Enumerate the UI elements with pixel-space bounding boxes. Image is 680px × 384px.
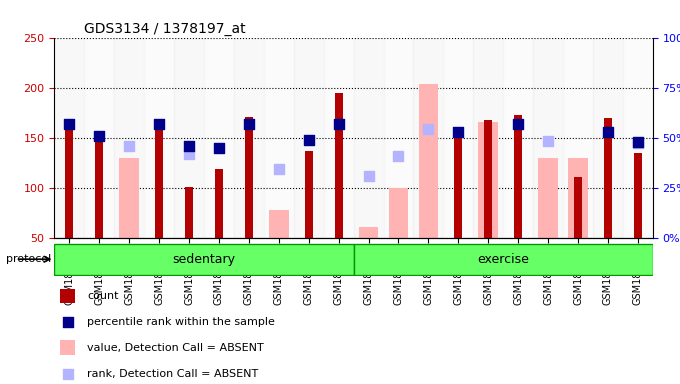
Bar bbox=[245, 117, 253, 238]
Point bbox=[64, 121, 75, 127]
Bar bbox=[95, 139, 103, 238]
Bar bbox=[358, 227, 379, 238]
Bar bbox=[503, 38, 533, 238]
Bar bbox=[269, 210, 289, 238]
Bar bbox=[418, 84, 439, 238]
Point bbox=[363, 173, 374, 179]
Point bbox=[243, 121, 254, 127]
Bar bbox=[155, 128, 163, 238]
Bar bbox=[454, 134, 462, 238]
Bar bbox=[84, 38, 114, 238]
Bar bbox=[144, 38, 174, 238]
FancyBboxPatch shape bbox=[354, 244, 653, 275]
Bar bbox=[443, 38, 473, 238]
Point bbox=[303, 137, 314, 143]
Bar bbox=[204, 38, 234, 238]
Point bbox=[333, 121, 344, 127]
Bar bbox=[568, 158, 588, 238]
Point bbox=[513, 121, 524, 127]
Bar bbox=[234, 38, 264, 238]
Bar bbox=[61, 341, 75, 355]
Point bbox=[184, 151, 194, 157]
Text: sedentary: sedentary bbox=[173, 253, 235, 266]
Point bbox=[124, 143, 135, 149]
Point bbox=[453, 129, 464, 135]
Text: rank, Detection Call = ABSENT: rank, Detection Call = ABSENT bbox=[87, 369, 258, 379]
Bar bbox=[484, 120, 492, 238]
Bar bbox=[264, 38, 294, 238]
Text: count: count bbox=[87, 291, 119, 301]
Point bbox=[543, 138, 554, 144]
Text: value, Detection Call = ABSENT: value, Detection Call = ABSENT bbox=[87, 343, 264, 353]
Bar bbox=[335, 93, 343, 238]
Bar bbox=[593, 38, 623, 238]
Text: percentile rank within the sample: percentile rank within the sample bbox=[87, 317, 275, 327]
Bar bbox=[388, 188, 409, 238]
Bar bbox=[574, 177, 582, 238]
Bar bbox=[114, 38, 144, 238]
Bar bbox=[54, 38, 84, 238]
Point bbox=[632, 139, 643, 145]
Bar bbox=[538, 158, 558, 238]
Point bbox=[423, 126, 434, 132]
Bar bbox=[294, 38, 324, 238]
Point bbox=[94, 133, 105, 139]
Bar bbox=[533, 38, 563, 238]
Bar bbox=[514, 115, 522, 238]
Point bbox=[214, 145, 224, 151]
Text: GDS3134 / 1378197_at: GDS3134 / 1378197_at bbox=[84, 22, 246, 36]
Bar bbox=[185, 187, 193, 238]
Bar bbox=[119, 158, 139, 238]
Point bbox=[393, 153, 404, 159]
Bar bbox=[354, 38, 384, 238]
Bar bbox=[174, 38, 204, 238]
Text: protocol: protocol bbox=[6, 254, 52, 264]
Bar bbox=[623, 38, 653, 238]
Point bbox=[602, 129, 613, 135]
Bar bbox=[384, 38, 413, 238]
Point bbox=[184, 143, 194, 149]
Point bbox=[632, 140, 643, 146]
Bar bbox=[634, 153, 642, 238]
Bar bbox=[324, 38, 354, 238]
Bar bbox=[215, 169, 223, 238]
Bar bbox=[563, 38, 593, 238]
Bar bbox=[604, 118, 612, 238]
Bar bbox=[473, 38, 503, 238]
Point bbox=[273, 166, 284, 172]
Bar bbox=[413, 38, 443, 238]
Text: exercise: exercise bbox=[477, 253, 529, 266]
Bar bbox=[305, 151, 313, 238]
Point bbox=[468, 235, 479, 241]
Bar bbox=[65, 125, 73, 238]
Bar bbox=[61, 289, 75, 303]
FancyBboxPatch shape bbox=[54, 244, 354, 275]
Bar bbox=[478, 122, 498, 238]
Point bbox=[154, 121, 165, 127]
